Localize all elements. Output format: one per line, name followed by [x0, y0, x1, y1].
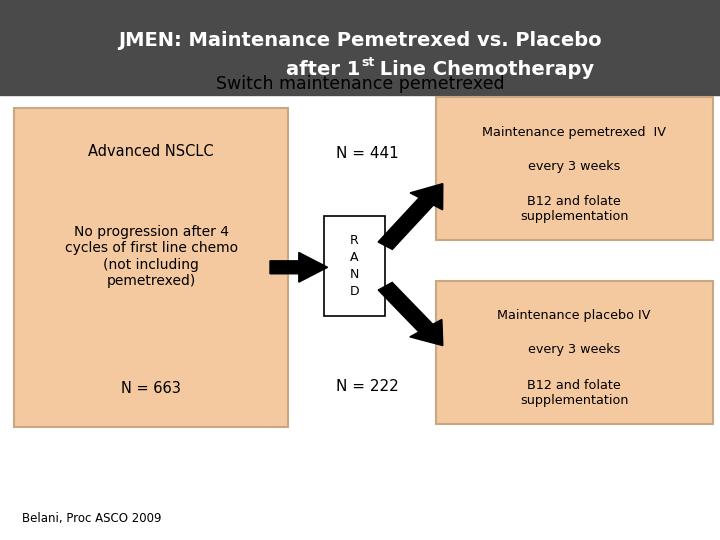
FancyBboxPatch shape	[324, 216, 385, 316]
Text: N = 663: N = 663	[121, 381, 181, 396]
Text: N = 222: N = 222	[336, 379, 399, 394]
FancyBboxPatch shape	[436, 281, 713, 424]
Text: every 3 weeks: every 3 weeks	[528, 343, 621, 356]
FancyBboxPatch shape	[0, 0, 720, 94]
Text: Advanced NSCLC: Advanced NSCLC	[89, 144, 214, 159]
Text: No progression after 4
cycles of first line chemo
(not including
pemetrexed): No progression after 4 cycles of first l…	[65, 225, 238, 288]
Polygon shape	[378, 282, 443, 346]
Text: JMEN: Maintenance Pemetrexed vs. Placebo: JMEN: Maintenance Pemetrexed vs. Placebo	[118, 31, 602, 50]
Text: Maintenance placebo IV: Maintenance placebo IV	[498, 309, 651, 322]
Text: Belani, Proc ASCO 2009: Belani, Proc ASCO 2009	[22, 512, 161, 525]
Text: every 3 weeks: every 3 weeks	[528, 159, 621, 173]
Text: Switch maintenance pemetrexed: Switch maintenance pemetrexed	[216, 75, 504, 93]
Text: N = 441: N = 441	[336, 146, 399, 161]
FancyBboxPatch shape	[436, 97, 713, 240]
FancyBboxPatch shape	[14, 108, 288, 427]
Polygon shape	[270, 252, 328, 282]
Text: after 1: after 1	[286, 59, 360, 78]
Text: Line Chemotherapy: Line Chemotherapy	[373, 59, 594, 78]
Text: B12 and folate
supplementation: B12 and folate supplementation	[520, 195, 629, 223]
Text: B12 and folate
supplementation: B12 and folate supplementation	[520, 379, 629, 407]
Polygon shape	[378, 184, 443, 249]
Text: Maintenance pemetrexed  IV: Maintenance pemetrexed IV	[482, 126, 666, 139]
Text: R
A
N
D: R A N D	[350, 234, 359, 298]
Text: st: st	[361, 56, 374, 69]
